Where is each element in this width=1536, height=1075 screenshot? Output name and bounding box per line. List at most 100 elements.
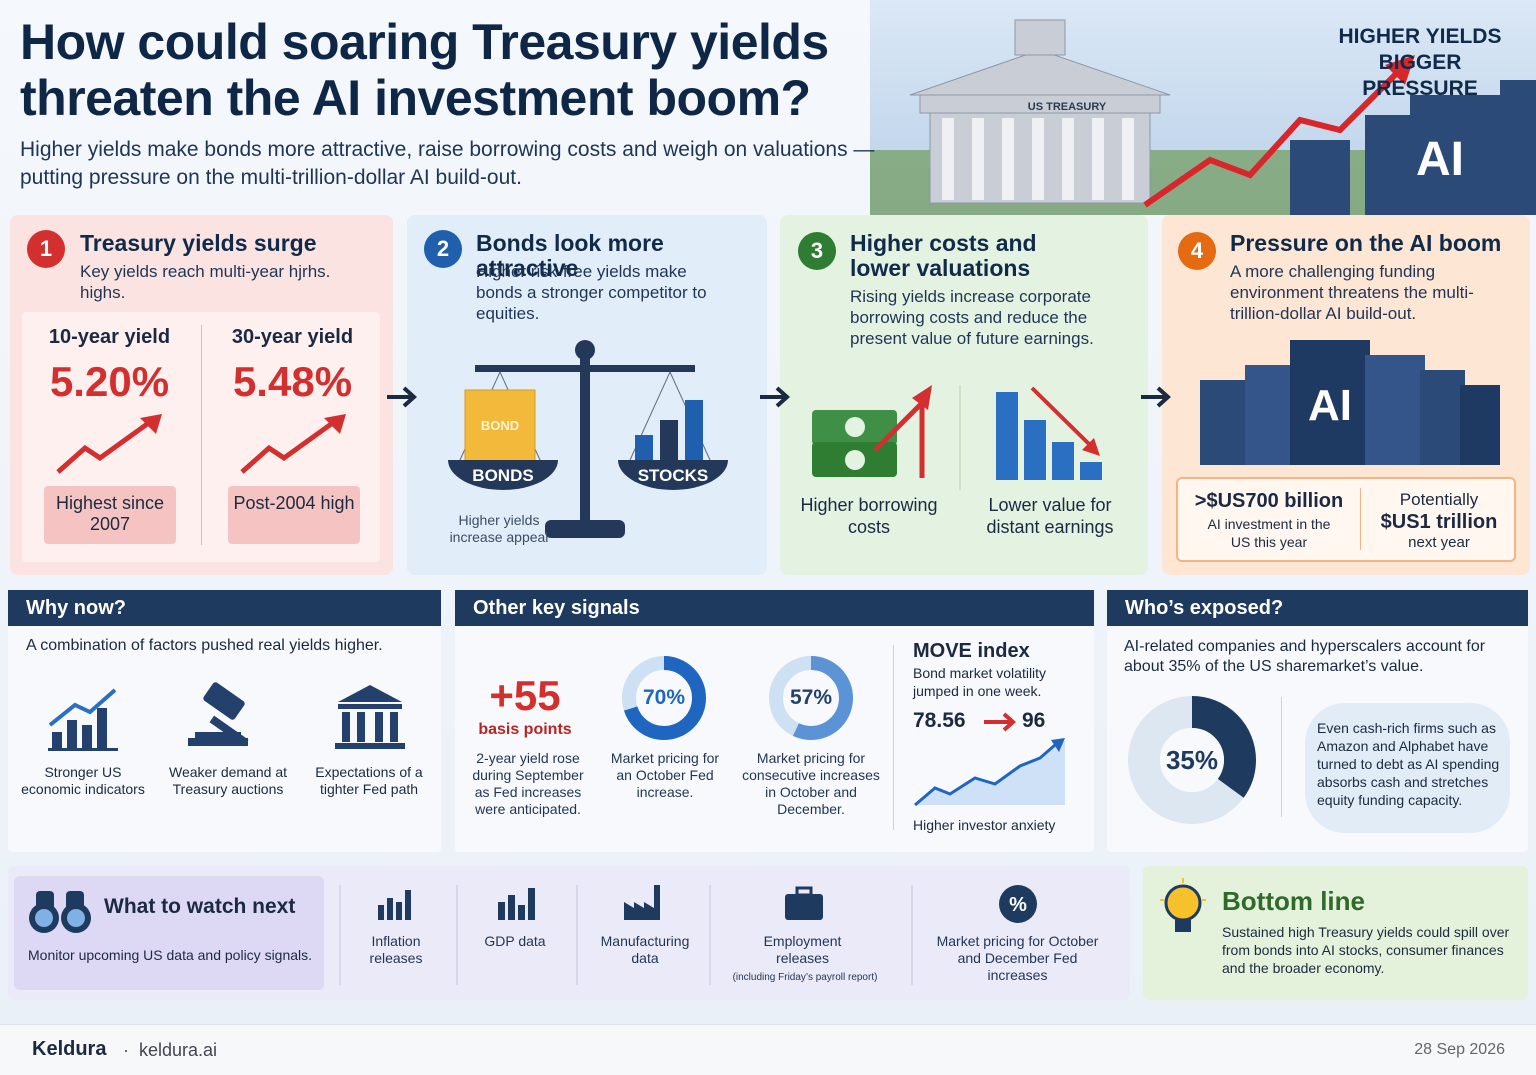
stats-box	[1176, 477, 1516, 562]
watch-item: GDP data	[484, 933, 546, 949]
decoration	[1014, 19, 1066, 56]
note-cloud	[1305, 703, 1510, 833]
decoration	[915, 740, 1065, 805]
step-number: 1	[27, 230, 65, 268]
watch-intro-box	[14, 876, 324, 990]
decoration	[97, 708, 107, 750]
share-donut: 35%	[1128, 696, 1256, 824]
decoration	[624, 885, 660, 920]
servers	[1290, 80, 1536, 215]
decoration	[1030, 386, 1092, 447]
decoration	[56, 419, 152, 474]
step-title: Treasury yields surge	[80, 230, 317, 256]
scale-label: BONDS	[472, 466, 533, 485]
decoration	[203, 682, 245, 720]
move-caption: Higher investor anxiety	[913, 817, 1056, 833]
donut-arc	[769, 656, 853, 740]
metric-label: 30-year yield	[231, 326, 354, 348]
decoration	[387, 898, 393, 920]
scale-label: STOCKS	[638, 466, 709, 485]
decoration	[387, 386, 1171, 408]
decoration	[1365, 355, 1425, 465]
step-text: A more challenging funding environment t…	[1230, 262, 1474, 323]
arrow-head	[1385, 55, 1415, 85]
decoration	[240, 419, 336, 474]
section-intro: A combination of factors pushed real yie…	[26, 637, 383, 654]
factor-label: Expectations of a tighter Fed path	[315, 764, 423, 797]
factor-label: Weaker demand at Treasury auctions	[168, 764, 288, 797]
columns	[942, 118, 1134, 200]
decoration	[195, 732, 241, 738]
basis-text: 2-year yield rose during September as Fe…	[472, 750, 584, 817]
decoration	[188, 682, 249, 747]
scale-caption: Higher yields increase appeal	[449, 512, 549, 545]
donuts: 70% 57%	[622, 656, 853, 740]
decoration	[448, 460, 558, 490]
step-card	[780, 215, 1148, 575]
title: How could soaring Treasury yields threat…	[20, 14, 829, 126]
decoration	[339, 885, 913, 985]
decoration	[545, 520, 625, 538]
divider	[1360, 488, 1361, 550]
divider	[1281, 697, 1282, 817]
donut-label: 35%	[1166, 745, 1218, 775]
decoration	[660, 420, 678, 465]
bond-tag: BOND	[481, 418, 519, 433]
move-title: MOVE index	[913, 640, 1030, 662]
decoration	[378, 905, 384, 920]
decoration	[575, 340, 595, 360]
decoration	[845, 417, 865, 437]
decoration	[1160, 728, 1224, 792]
stat-prefix: Potentially	[1399, 490, 1479, 509]
hero-ai: AI	[1416, 133, 1464, 186]
decoration	[1051, 738, 1065, 752]
metric-value: 5.48%	[232, 358, 353, 405]
exposed-text: AI-related companies and hyperscalers ac…	[1124, 638, 1486, 675]
decoration	[685, 400, 703, 465]
decoration	[912, 385, 932, 410]
bottom-line-title: Bottom line	[1222, 886, 1365, 916]
donut-arc	[622, 656, 706, 740]
move-to: 96	[1022, 709, 1046, 732]
basis-value: +55	[489, 672, 561, 719]
step-number: 2	[424, 230, 462, 268]
decoration	[1082, 438, 1100, 456]
decoration	[342, 712, 350, 742]
watch-item: Manufacturing data	[600, 933, 690, 966]
decoration	[48, 688, 117, 727]
decoration	[52, 732, 62, 750]
hero-label: US TREASURY	[1028, 101, 1107, 113]
decoration	[1164, 884, 1202, 922]
section-header: Other key signals	[455, 590, 1094, 626]
decoration	[464, 389, 536, 466]
decoration	[324, 414, 346, 434]
decoration	[1500, 80, 1536, 215]
why-now-panel	[8, 590, 441, 852]
decoration	[760, 386, 790, 408]
decoration	[618, 460, 728, 490]
step-text: Higher risk-free yields make bonds a str…	[476, 262, 707, 323]
step-title: Higher costs and lower valuations	[850, 230, 1037, 281]
decoration	[1080, 462, 1102, 480]
step-title: Pressure on the AI boom	[1230, 230, 1502, 256]
section-header: Why now?	[8, 590, 441, 626]
decoration	[984, 712, 1017, 732]
donut-label: 70%	[643, 686, 685, 709]
decoration	[1420, 370, 1465, 465]
hero-tagline: HIGHER YIELDS BIGGER PRESSURE	[1338, 25, 1502, 100]
stat-value: >$US700 billion	[1194, 490, 1344, 512]
metric-note: Post-2004 high	[228, 486, 360, 544]
decoration	[1175, 920, 1191, 932]
decoration	[785, 894, 823, 920]
decoration	[873, 398, 927, 452]
decoration	[508, 895, 515, 920]
site[interactable]: keldura.ai	[139, 1040, 218, 1060]
step-text: Rising yields increase corporate borrowi…	[850, 287, 1094, 348]
decoration	[942, 118, 954, 200]
decoration	[1460, 385, 1500, 465]
decoration	[972, 118, 984, 200]
watch-icons: %	[339, 885, 1037, 985]
metric-value: 5.20%	[49, 358, 170, 405]
decoration	[1290, 340, 1370, 465]
decoration	[498, 902, 505, 920]
